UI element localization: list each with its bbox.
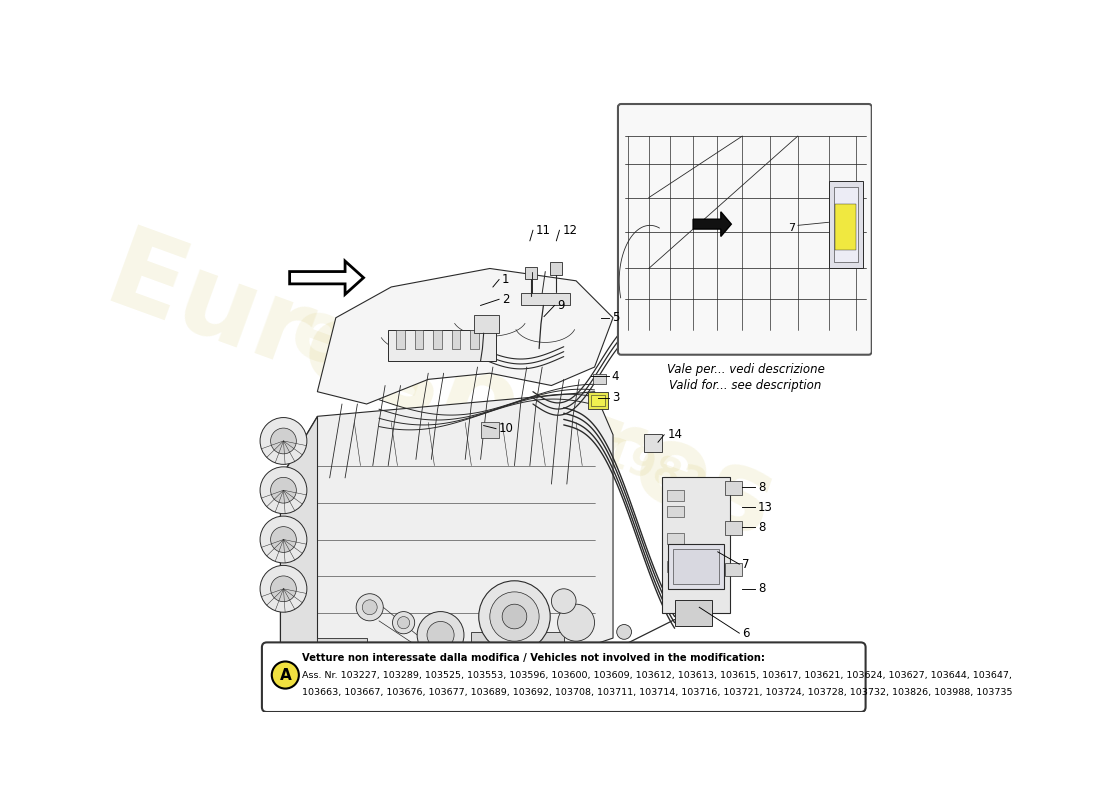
Polygon shape	[725, 521, 742, 534]
Text: 7: 7	[788, 223, 794, 234]
Polygon shape	[520, 293, 570, 306]
Circle shape	[478, 581, 550, 652]
Text: 13: 13	[758, 501, 772, 514]
Circle shape	[490, 592, 539, 641]
Circle shape	[272, 662, 299, 689]
Text: since 1982: since 1982	[477, 389, 712, 505]
Polygon shape	[550, 262, 562, 274]
Polygon shape	[644, 434, 662, 452]
Text: 1: 1	[502, 273, 509, 286]
Text: 9: 9	[558, 299, 565, 312]
Text: Vetture non interessate dalla modifica / Vehicles not involved in the modificati: Vetture non interessate dalla modifica /…	[301, 654, 764, 663]
Polygon shape	[725, 563, 742, 577]
Circle shape	[427, 622, 454, 649]
Text: 4: 4	[612, 370, 619, 382]
Polygon shape	[396, 330, 405, 349]
Circle shape	[271, 428, 296, 454]
Text: 2: 2	[502, 293, 509, 306]
Circle shape	[502, 604, 527, 629]
Circle shape	[617, 625, 631, 639]
Text: 8: 8	[758, 481, 766, 494]
Polygon shape	[725, 481, 742, 494]
Text: p: p	[353, 403, 429, 491]
Polygon shape	[828, 181, 862, 269]
Circle shape	[271, 526, 296, 552]
Polygon shape	[669, 545, 724, 589]
Text: 8: 8	[758, 521, 766, 534]
Polygon shape	[835, 204, 856, 250]
Text: Vale per... vedi descrizione: Vale per... vedi descrizione	[667, 362, 824, 376]
Text: 10: 10	[499, 422, 514, 435]
FancyBboxPatch shape	[262, 642, 866, 712]
Circle shape	[271, 576, 296, 602]
Polygon shape	[471, 632, 563, 650]
Polygon shape	[415, 330, 424, 349]
Text: A: A	[279, 667, 292, 682]
Polygon shape	[452, 330, 460, 349]
Circle shape	[558, 604, 594, 641]
Text: 14: 14	[668, 428, 682, 442]
Polygon shape	[674, 600, 712, 626]
Polygon shape	[834, 187, 858, 262]
Polygon shape	[693, 212, 732, 237]
Polygon shape	[668, 490, 684, 502]
Polygon shape	[474, 314, 499, 333]
Polygon shape	[388, 330, 496, 361]
Polygon shape	[280, 392, 613, 650]
Circle shape	[271, 478, 296, 503]
Circle shape	[260, 418, 307, 464]
Polygon shape	[433, 330, 442, 349]
Circle shape	[260, 566, 307, 612]
Polygon shape	[668, 534, 684, 545]
Circle shape	[397, 617, 409, 629]
Circle shape	[393, 611, 415, 634]
Text: Valid for... see description: Valid for... see description	[669, 379, 822, 392]
Text: 8: 8	[758, 582, 766, 595]
Polygon shape	[673, 549, 719, 585]
Polygon shape	[592, 394, 605, 406]
FancyBboxPatch shape	[618, 104, 871, 354]
Circle shape	[417, 611, 464, 658]
Text: 7: 7	[742, 558, 750, 570]
Circle shape	[362, 600, 377, 614]
Polygon shape	[593, 374, 606, 384]
Circle shape	[260, 516, 307, 563]
Text: eur: eur	[279, 290, 454, 420]
Circle shape	[356, 594, 383, 621]
Polygon shape	[588, 392, 608, 409]
Text: 12: 12	[562, 224, 578, 237]
Text: Ass. Nr. 103227, 103289, 103525, 103553, 103596, 103600, 103609, 103612, 103613,: Ass. Nr. 103227, 103289, 103525, 103553,…	[301, 670, 1012, 679]
Text: 103663, 103667, 103676, 103677, 103689, 103692, 103708, 103711, 103714, 103716, : 103663, 103667, 103676, 103677, 103689, …	[301, 688, 1012, 697]
Text: 6: 6	[742, 626, 750, 640]
Polygon shape	[470, 330, 478, 349]
Text: 3: 3	[612, 391, 619, 404]
Text: Eurospares: Eurospares	[91, 221, 790, 562]
Circle shape	[260, 467, 307, 514]
Text: 11: 11	[536, 224, 551, 237]
Polygon shape	[317, 269, 613, 404]
Polygon shape	[668, 561, 684, 572]
Polygon shape	[668, 506, 684, 517]
Polygon shape	[317, 638, 366, 650]
Polygon shape	[481, 422, 499, 438]
Polygon shape	[525, 266, 537, 279]
Polygon shape	[662, 477, 730, 614]
Polygon shape	[280, 416, 317, 650]
Polygon shape	[289, 261, 363, 294]
Circle shape	[551, 589, 576, 614]
Text: 5: 5	[612, 311, 619, 324]
